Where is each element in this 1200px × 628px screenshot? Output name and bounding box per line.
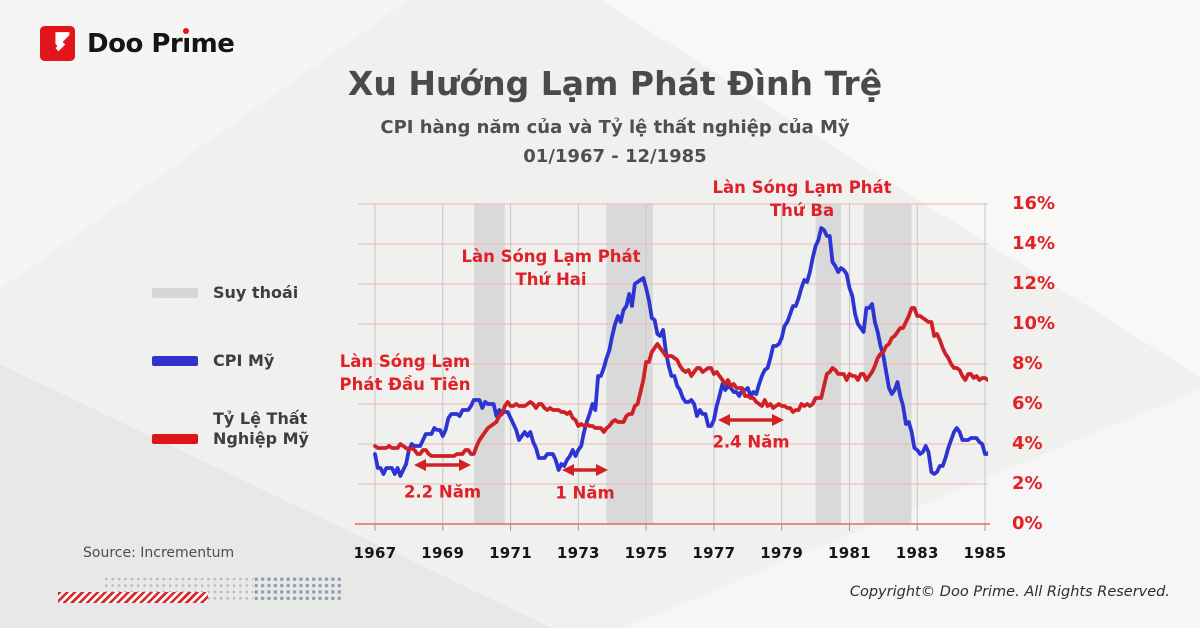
y-axis-label: 6% — [1012, 393, 1043, 414]
vertical-gridlines — [374, 204, 986, 531]
legend-label-line2: Nghiệp Mỹ — [213, 429, 309, 448]
y-axis-label: 4% — [1012, 433, 1043, 454]
hatched-bar-decoration — [58, 592, 208, 603]
legend-label-unemployment: Tỷ Lệ Thất Nghiệp Mỹ — [213, 409, 309, 449]
recession-band — [863, 204, 912, 524]
duration-arrows — [414, 414, 784, 476]
x-axis-label: 1977 — [692, 544, 736, 562]
x-axis-label: 1979 — [760, 544, 804, 562]
page-title: Xu Hướng Lạm Phát Đình Trệ — [347, 64, 883, 103]
duration-label: 1 Năm — [555, 483, 615, 503]
legend-item-cpi: CPI Mỹ — [152, 351, 309, 371]
y-axis-label: 16% — [1012, 193, 1056, 214]
legend-label-cpi: CPI Mỹ — [213, 351, 275, 370]
annotation-line: Làn Sóng Lạm Phát — [712, 178, 892, 197]
inflation-wave-annotation-1: Làn Sóng Lạm Phát Đầu Tiên — [340, 350, 471, 396]
unemployment-swatch — [152, 434, 198, 444]
cpi-swatch — [152, 356, 198, 366]
recession-swatch — [152, 288, 198, 298]
inflation-wave-annotation-3: Làn Sóng Lạm Phát Thứ Ba — [712, 176, 891, 222]
series-line-cpi — [373, 226, 988, 478]
copyright-text: Copyright© Doo Prime. All Rights Reserve… — [849, 584, 1170, 600]
recession-band — [815, 204, 841, 524]
logo-text-post: me — [190, 28, 235, 59]
x-axis-label: 1967 — [353, 544, 397, 562]
series-line-unemployment — [373, 306, 988, 458]
duration-label: 2.2 Năm — [403, 482, 482, 502]
duration-label: 2.4 Năm — [712, 432, 790, 452]
y-axis-label: 2% — [1012, 473, 1043, 494]
y-axis-label: 14% — [1012, 233, 1056, 254]
x-axis-label: 1985 — [963, 544, 1007, 562]
annotation-line: Làn Sóng Lạm — [339, 352, 471, 371]
legend-label-recession: Suy thoái — [213, 283, 299, 302]
date-range: 01/1967 - 12/1985 — [523, 146, 707, 168]
legend-item-recession: Suy thoái — [152, 283, 309, 303]
source-note: Source: Incrementum — [83, 545, 235, 561]
doo-prime-logo-icon — [40, 26, 75, 61]
chart-subtitle: CPI hàng năm của và Tỷ lệ thất nghiệp củ… — [380, 117, 850, 139]
recession-band — [474, 204, 505, 524]
x-axis-label: 1983 — [895, 544, 939, 562]
y-axis-label: 8% — [1012, 353, 1043, 374]
x-axis-label: 1973 — [556, 544, 600, 562]
logo-text-pre: Doo Pr — [87, 28, 183, 59]
x-axis-label: 1975 — [624, 544, 668, 562]
x-axis-label: 1971 — [489, 544, 533, 562]
annotation-line: Thứ Hai — [515, 270, 587, 289]
dots-pattern-decoration-dense — [253, 576, 343, 602]
header: Xu Hướng Lạm Phát Đình Trệ CPI hàng năm … — [275, 64, 955, 168]
legend-label-line1: Tỷ Lệ Thất — [213, 409, 308, 428]
recession-band — [606, 204, 653, 524]
y-axis-label: 10% — [1012, 313, 1056, 334]
legend-item-unemployment: Tỷ Lệ Thất Nghiệp Mỹ — [152, 409, 309, 449]
inflation-wave-annotation-2: Làn Sóng Lạm Phát Thứ Hai — [461, 245, 640, 291]
logo-text-i: ı — [182, 28, 191, 59]
chart-legend: Suy thoái CPI Mỹ Tỷ Lệ Thất Nghiệp Mỹ — [152, 283, 309, 449]
annotation-line: Làn Sóng Lạm Phát — [461, 247, 641, 266]
doo-prime-logo: Doo Prıme — [40, 26, 235, 61]
x-axis-label: 1981 — [827, 544, 871, 562]
y-axis-label: 0% — [1012, 513, 1043, 534]
annotation-line: Phát Đầu Tiên — [339, 375, 471, 394]
y-axis-label: 12% — [1012, 273, 1056, 294]
recession-bands — [474, 204, 912, 524]
x-axis-label: 1969 — [421, 544, 465, 562]
horizontal-gridlines — [355, 203, 990, 525]
annotation-line: Thứ Ba — [769, 201, 835, 220]
doo-prime-logo-text: Doo Prıme — [87, 28, 235, 59]
